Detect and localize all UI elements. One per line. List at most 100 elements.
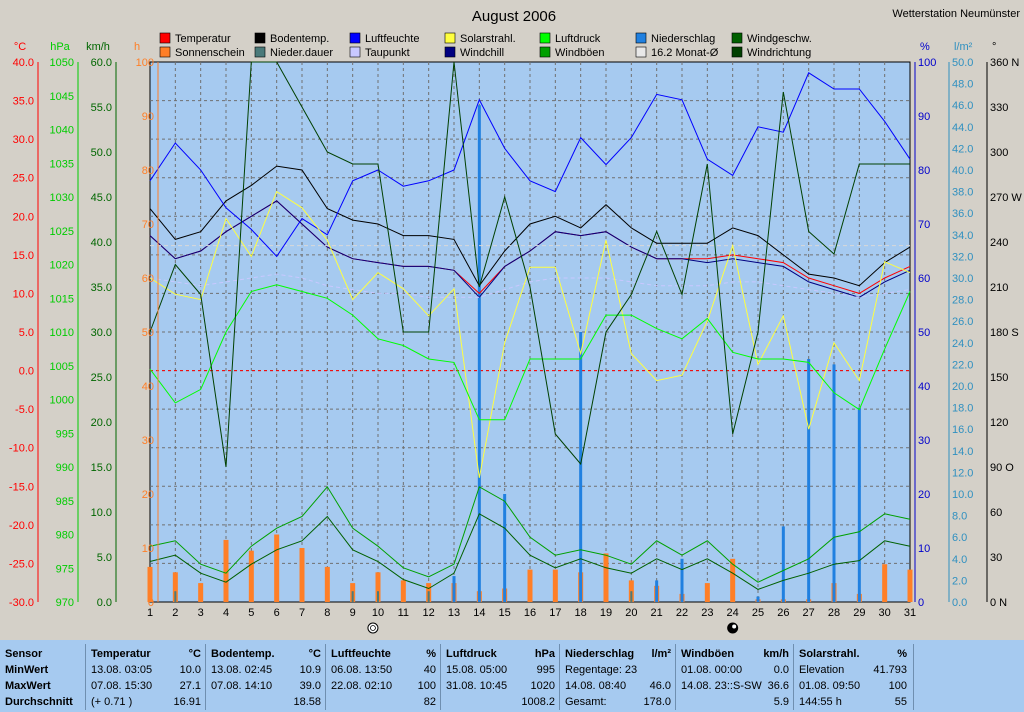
stats-cell-label: 13.08. 03:05 <box>91 664 153 676</box>
x-tick-label: 14 <box>473 607 485 619</box>
bar-niederschlag <box>579 332 583 602</box>
stats-label-column: Sensor MinWert MaxWert Durchschnitt <box>2 644 84 710</box>
y-tick-label-left: 30.0 <box>91 327 112 339</box>
stats-header-sensor: Sensor <box>5 648 43 660</box>
x-tick-label: 17 <box>549 607 561 619</box>
y-tick-label-left: 25.0 <box>13 173 34 185</box>
bar-sonnenschein <box>147 566 153 602</box>
y-tick-label-right: 80 <box>918 165 930 177</box>
line-layer <box>149 61 911 590</box>
stats-column-windben: Windböen km/h 01.08. 00:00 0.0 14.08. 23::S-… <box>678 644 792 710</box>
y-tick-label-right: 40.0 <box>952 165 973 177</box>
bar-niederdauer <box>351 591 354 602</box>
stats-cell: 18.58 <box>211 694 321 710</box>
legend-swatch <box>444 32 456 44</box>
stats-cell-value: 10.9 <box>299 664 321 676</box>
y-tick-label-left: 20.0 <box>13 211 34 223</box>
y-tick-label-left: -30.0 <box>9 597 34 609</box>
x-tick-label: 7 <box>299 607 305 619</box>
axis-unit-right: l/m² <box>954 41 973 53</box>
stats-column-niederschlag: Niederschlag l/m² Regentage: 23 14.08. 08:4… <box>562 644 674 710</box>
x-tick-label: 15 <box>499 607 511 619</box>
stats-cell: 144:55 h 55 <box>799 694 907 710</box>
stats-column-header: Bodentemp. °C <box>211 646 321 662</box>
y-tick-label-left: -25.0 <box>9 558 34 570</box>
x-tick-label: 6 <box>274 607 280 619</box>
y-tick-label-left: 45.0 <box>91 192 112 204</box>
y-tick-label-right: 0 N <box>990 597 1007 609</box>
y-tick-label-left: 50 <box>142 327 154 339</box>
x-tick-label: 20 <box>625 607 637 619</box>
series-windrichtung <box>149 61 910 468</box>
y-tick-label-left: 5.0 <box>97 552 112 564</box>
x-tick-label: 26 <box>777 607 789 619</box>
stats-cell-value: 178.0 <box>643 696 671 708</box>
y-tick-label-left: -15.0 <box>9 481 34 493</box>
y-tick-label-right: 50 <box>918 327 930 339</box>
stats-cell: Regentage: 23 <box>565 662 671 678</box>
stats-cell-label: (+ 0.71 ) <box>91 696 133 708</box>
y-tick-label-right: 90 O <box>990 462 1014 474</box>
y-tick-label-left: 1030 <box>50 192 74 204</box>
x-tick-label: 18 <box>575 607 587 619</box>
stats-cell-value: km/h <box>763 648 789 660</box>
x-tick-label: 19 <box>600 607 612 619</box>
y-tick-label-right: 10 <box>918 543 930 555</box>
stats-separator <box>85 644 86 710</box>
bar-sonnenschein <box>603 553 609 602</box>
series-bodentemp <box>149 165 911 287</box>
bar-sonnenschein <box>248 550 254 602</box>
stats-cell-label: Gesamt: <box>565 696 607 708</box>
series-windgeschw <box>149 513 911 590</box>
moon-markers <box>367 622 739 634</box>
legend-label: Niederschlag <box>651 33 715 45</box>
stats-column-header: Niederschlag l/m² <box>565 646 671 662</box>
stats-cell-value: % <box>426 648 436 660</box>
y-tick-label-right: 46.0 <box>952 100 973 112</box>
y-tick-label-right: 30.0 <box>952 273 973 285</box>
y-tick-label-left: 30 <box>142 435 154 447</box>
y-tick-label-left: 995 <box>56 428 74 440</box>
stats-cell-value: l/m² <box>651 648 671 660</box>
series-windchill <box>149 200 911 299</box>
y-tick-label-right: 100 <box>918 57 936 69</box>
stats-label-avg: Durchschnitt <box>5 696 73 708</box>
stats-cell-value: 40 <box>423 664 436 676</box>
stats-label-min: MinWert <box>5 664 49 676</box>
y-tick-label-right: 16.0 <box>952 424 973 436</box>
x-tick-label: 10 <box>372 607 384 619</box>
stats-cell: 01.08. 00:00 0.0 <box>681 662 789 678</box>
y-tick-label-left: 20 <box>142 489 154 501</box>
stats-cell-label: Elevation <box>799 664 845 676</box>
stats-cell-value: 1020 <box>530 680 555 692</box>
legend-swatch <box>731 32 743 44</box>
legend-swatch <box>254 46 266 58</box>
bar-niederdauer <box>377 591 379 602</box>
stats-separator <box>675 644 676 710</box>
stats-separator <box>440 644 441 710</box>
x-tick-label: 13 <box>448 607 460 619</box>
y-tick-label-left: 15.0 <box>91 462 112 474</box>
new-moon-icon <box>727 622 739 634</box>
y-tick-label-right: 24.0 <box>952 338 973 350</box>
y-tick-label-left: 0 <box>148 597 154 609</box>
bar-niederschlag <box>655 580 659 602</box>
stats-cell-label: 01.08. 00:00 <box>681 664 743 676</box>
stats-cell-value: 100 <box>417 680 436 692</box>
legend-swatch <box>444 46 456 58</box>
y-tick-label-left: 1045 <box>50 91 74 103</box>
y-tick-label-right: 12.0 <box>952 467 973 479</box>
stats-cell: Gesamt: 178.0 <box>565 694 671 710</box>
legend-swatch <box>159 46 171 58</box>
stats-cell-label: 07.08. 14:10 <box>211 680 273 692</box>
bar-niederdauer <box>174 591 177 602</box>
stats-cell-label: 06.08. 13:50 <box>331 664 393 676</box>
bar-sonnenschein <box>704 583 710 602</box>
stats-cell-label: 14.08. 08:40 <box>565 680 627 692</box>
y-tick-label-left: 20.0 <box>91 417 112 429</box>
stats-cell: (+ 0.71 ) 16.91 <box>91 694 201 710</box>
stats-cell: 14.08. 08:40 46.0 <box>565 678 671 694</box>
y-tick-label-left: 5.0 <box>19 327 34 339</box>
stats-cell: 14.08. 23::S-SW 36.6 <box>681 678 789 694</box>
